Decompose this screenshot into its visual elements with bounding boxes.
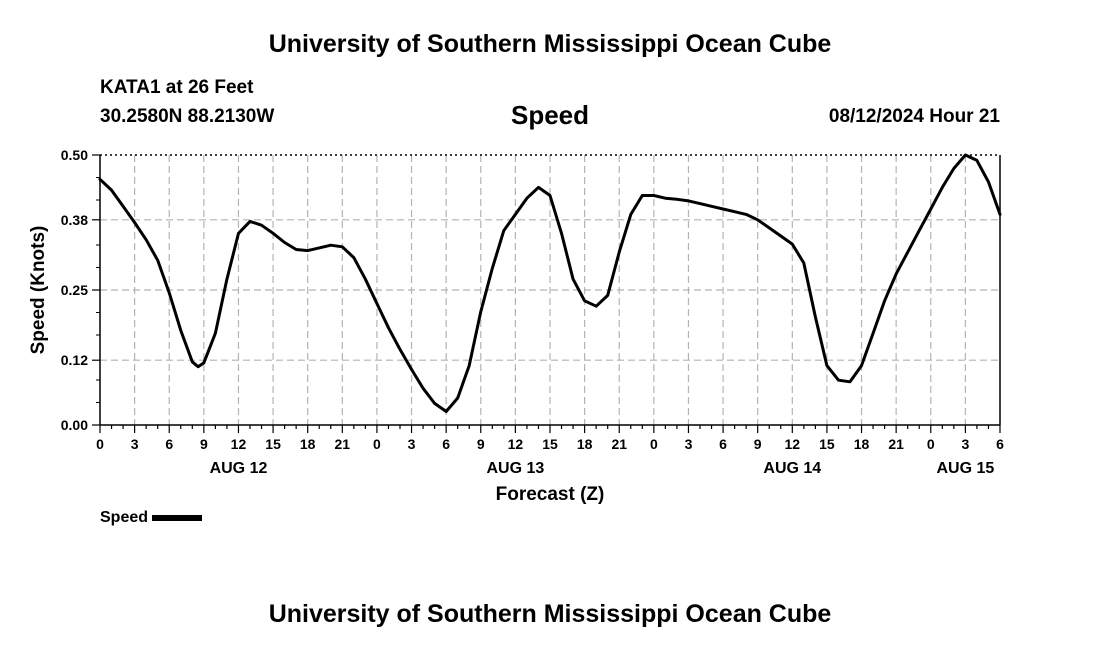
y-tick-label: 0.25 bbox=[61, 282, 88, 298]
x-tick-label: 6 bbox=[442, 436, 450, 452]
x-tick-label: 3 bbox=[961, 436, 969, 452]
date-label: AUG 13 bbox=[486, 460, 544, 477]
x-tick-label: 0 bbox=[96, 436, 104, 452]
station-label: KATA1 at 26 Feet bbox=[100, 77, 254, 98]
x-tick-label: 9 bbox=[754, 436, 762, 452]
series-line-speed bbox=[98, 153, 1002, 413]
footer-title: University of Southern Mississippi Ocean… bbox=[268, 600, 832, 628]
x-tick-label: 18 bbox=[577, 436, 593, 452]
legend: Speed bbox=[100, 509, 203, 527]
legend-line-swatch bbox=[152, 515, 203, 521]
date-label: AUG 15 bbox=[936, 460, 994, 477]
x-tick-label: 9 bbox=[200, 436, 208, 452]
x-tick-label: 3 bbox=[131, 436, 139, 452]
x-tick-label: 12 bbox=[508, 436, 524, 452]
x-tick-label: 12 bbox=[785, 436, 801, 452]
chart-title: University of Southern Mississippi Ocean… bbox=[268, 30, 832, 58]
y-tick-label: 0.38 bbox=[61, 212, 88, 228]
x-axis-title: Forecast (Z) bbox=[496, 484, 605, 505]
forecast-timestamp: 08/12/2024 Hour 21 bbox=[828, 106, 1000, 127]
coordinates-label: 30.2580N 88.2130W bbox=[100, 106, 275, 127]
x-tick-label: 21 bbox=[888, 436, 904, 452]
x-tick-label: 18 bbox=[300, 436, 316, 452]
date-label: AUG 12 bbox=[210, 460, 268, 477]
x-tick-label: 3 bbox=[685, 436, 693, 452]
x-tick-label: 18 bbox=[854, 436, 870, 452]
x-tick-label: 21 bbox=[611, 436, 627, 452]
x-tick-label: 6 bbox=[165, 436, 173, 452]
x-tick-label: 6 bbox=[719, 436, 727, 452]
date-label: AUG 14 bbox=[763, 460, 821, 477]
x-tick-label: 3 bbox=[408, 436, 416, 452]
y-tick-label: 0.12 bbox=[61, 352, 88, 368]
x-tick-label: 12 bbox=[231, 436, 247, 452]
chart-subtitle: Speed bbox=[510, 100, 590, 130]
y-tick-label: 0.50 bbox=[61, 147, 88, 163]
x-tick-label: 21 bbox=[335, 436, 351, 452]
y-tick-label: 0.00 bbox=[61, 417, 88, 433]
x-tick-label: 0 bbox=[373, 436, 381, 452]
legend-label: Speed bbox=[100, 509, 149, 526]
y-axis-title: Speed (Knots) bbox=[28, 226, 49, 355]
x-tick-label: 6 bbox=[996, 436, 1004, 452]
x-tick-label: 9 bbox=[477, 436, 485, 452]
x-tick-label: 0 bbox=[650, 436, 658, 452]
x-tick-label: 15 bbox=[819, 436, 835, 452]
x-tick-label: 0 bbox=[927, 436, 935, 452]
x-tick-label: 15 bbox=[542, 436, 558, 452]
x-tick-label: 15 bbox=[265, 436, 281, 452]
